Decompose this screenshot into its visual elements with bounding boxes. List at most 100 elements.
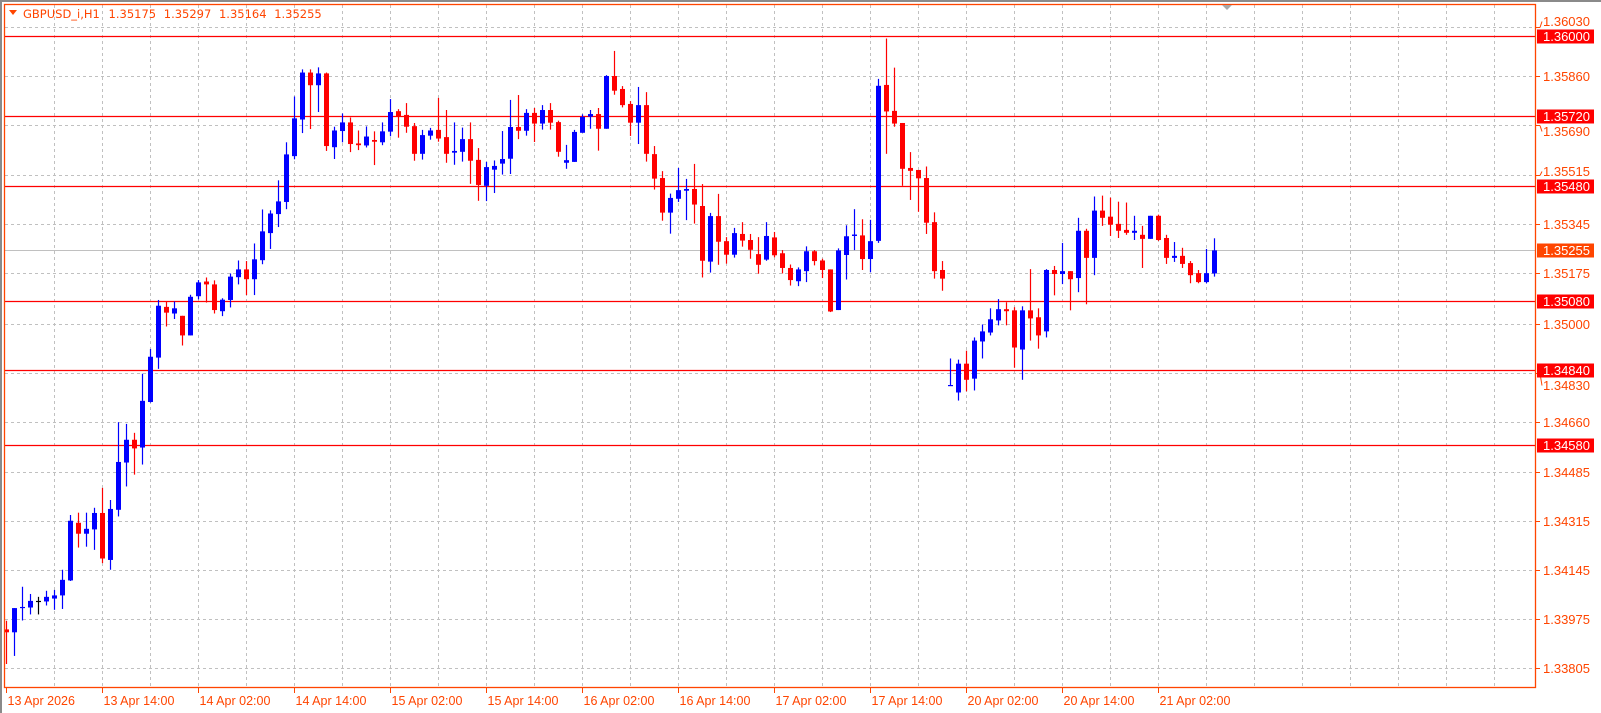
candle <box>44 590 49 606</box>
candle-body <box>68 520 73 581</box>
candle-body <box>332 130 337 148</box>
candle-body <box>980 331 985 342</box>
candle-body <box>196 282 201 297</box>
candle <box>484 161 489 202</box>
candle <box>1052 265 1057 296</box>
price-tick-label: 1.35175 <box>1543 266 1590 281</box>
level-labels: 1.36000 1.35720 1.35480 1.35080 1.34840 1.345… <box>1537 29 1594 453</box>
price-tick-label: 1.33975 <box>1543 612 1590 627</box>
candle-body <box>300 72 305 120</box>
candle-body <box>548 110 553 123</box>
candle-body <box>532 112 537 124</box>
candle <box>36 596 41 615</box>
candle-body <box>524 112 529 131</box>
candle-body <box>396 111 401 117</box>
candle <box>508 99 513 175</box>
candle-body <box>508 127 513 159</box>
price-axis[interactable]: 1.36030 1.35860 1.35690 1.35515 1.35345 1.351… <box>1536 14 1590 676</box>
time-axis[interactable]: 13 Apr 2026 13 Apr 14:00 14 Apr 02:00 14 Ap… <box>6 688 1231 708</box>
candle <box>748 233 753 259</box>
candle <box>492 160 497 194</box>
horizontal-levels[interactable] <box>5 35 1536 447</box>
candle-body <box>908 167 913 171</box>
candle-body <box>1068 271 1073 280</box>
candle <box>444 110 449 163</box>
header-open: 1.35175 <box>109 7 157 21</box>
candle <box>628 101 633 136</box>
candle-body <box>772 237 777 256</box>
candle-body <box>1020 310 1025 350</box>
candle <box>316 67 321 113</box>
candle-body <box>412 126 417 154</box>
candle-body <box>724 241 729 255</box>
candle-body <box>1132 230 1137 233</box>
candle <box>1212 238 1217 277</box>
candle-body <box>140 400 145 448</box>
candle <box>324 72 329 151</box>
candle-body <box>484 167 489 186</box>
candle-body <box>428 130 433 136</box>
candle-body <box>124 439 129 463</box>
candle <box>500 131 505 175</box>
candle-body <box>820 260 825 270</box>
candle <box>820 258 825 279</box>
candle <box>148 348 153 403</box>
candle-body <box>844 236 849 255</box>
candle <box>1012 307 1017 368</box>
candle-body <box>900 122 905 169</box>
candle <box>244 261 249 296</box>
level-label-box <box>1537 109 1594 124</box>
candle <box>804 246 809 283</box>
candle-body <box>1084 230 1089 258</box>
candle <box>1156 214 1161 241</box>
candle <box>1140 225 1145 268</box>
candle-body <box>892 110 897 124</box>
candle <box>1036 308 1041 349</box>
chart-shift-marker-icon[interactable] <box>1222 5 1232 10</box>
triangle-down-icon[interactable] <box>9 10 17 15</box>
candle-body <box>500 159 505 164</box>
candle-body <box>108 508 113 560</box>
candle-body <box>324 73 329 147</box>
candle <box>1092 196 1097 276</box>
level-label: 1.35480 <box>1543 179 1590 194</box>
candle <box>1132 215 1137 241</box>
candle-body <box>588 114 593 117</box>
candle-body <box>1188 263 1193 276</box>
candle <box>612 50 617 95</box>
candle <box>948 358 953 387</box>
candle <box>1076 217 1081 293</box>
candle-body <box>260 231 265 261</box>
candle <box>28 593 33 615</box>
candle <box>1124 202 1129 235</box>
candle <box>1020 306 1025 380</box>
candle <box>180 315 185 346</box>
candle-body <box>644 105 649 154</box>
candle <box>452 122 457 165</box>
candle <box>676 167 681 202</box>
candle <box>572 129 577 162</box>
window-left-edge <box>0 0 2 713</box>
candle-body <box>372 139 377 142</box>
candle <box>420 129 425 160</box>
candle-body <box>1140 234 1145 239</box>
candle-body <box>156 305 161 358</box>
candle <box>796 267 801 287</box>
level-label-box <box>1537 438 1594 453</box>
candle <box>916 169 921 212</box>
candle <box>1068 271 1073 311</box>
candle-body <box>276 201 281 215</box>
candle-body <box>100 512 105 559</box>
current-price-label: 1.35255 <box>1543 243 1590 258</box>
candle-body <box>748 240 753 250</box>
candle-body <box>36 600 41 603</box>
candle-body <box>628 103 633 123</box>
level-label-box <box>1537 29 1594 44</box>
candle <box>156 299 161 369</box>
price-tick-label: 1.34830 <box>1543 378 1590 393</box>
candle <box>980 324 985 359</box>
candle-body <box>1212 250 1217 274</box>
candle <box>932 212 937 279</box>
